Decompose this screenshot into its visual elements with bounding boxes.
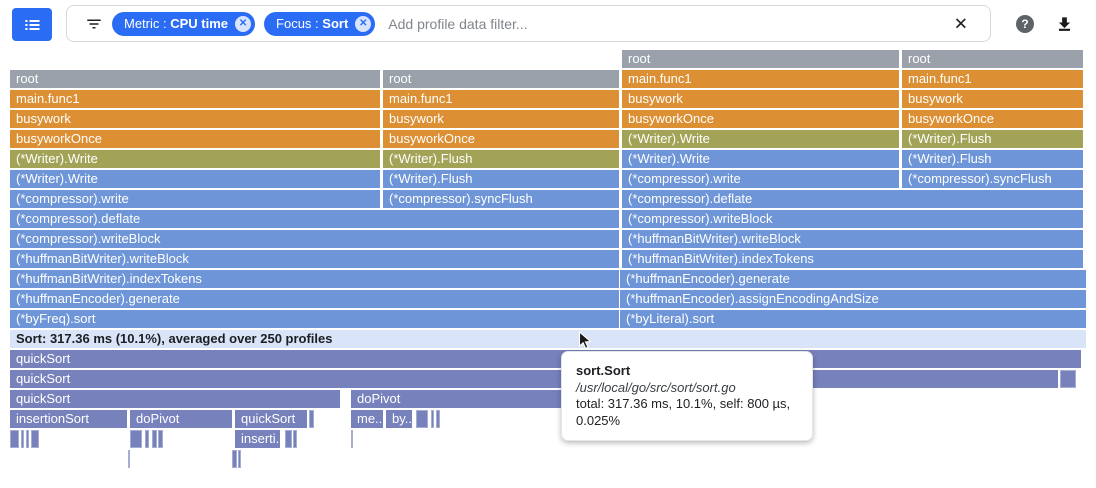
toolbar: Metric : CPU time ✕ Focus : Sort ✕ ✕ ? [0,0,1096,48]
tooltip-source-path: /usr/local/go/src/sort/sort.go [576,379,736,395]
flame-frame[interactable]: (*Writer).Flush [383,170,619,188]
flame-frame-fragment[interactable] [416,410,428,428]
flame-frame[interactable]: (*huffmanEncoder).generate [10,290,619,308]
flame-frame[interactable]: main.func1 [383,90,619,108]
tooltip-stats: total: 317.36 ms, 10.1%, self: 800 µs, 0… [576,396,791,428]
flame-frame[interactable]: (*huffmanEncoder).generate [620,270,1086,288]
flame-frame[interactable]: quickSort [10,370,1058,388]
clear-filter-icon[interactable]: ✕ [953,14,968,33]
flame-frame-fragment[interactable] [130,430,142,448]
flame-frame[interactable]: busywork [383,110,619,128]
filter-box[interactable]: Metric : CPU time ✕ Focus : Sort ✕ ✕ [66,5,991,42]
flame-frame-fragment[interactable] [232,450,237,468]
flame-frame-fragment[interactable] [10,430,19,448]
flame-frame-fragment[interactable] [293,430,297,448]
flame-frame[interactable]: busyworkOnce [902,110,1083,128]
sort-summary-row[interactable]: Sort: 317.36 ms (10.1%), averaged over 2… [10,330,1086,348]
flame-frame-fragment[interactable] [431,410,434,428]
flame-frame[interactable]: (*Writer).Flush [902,150,1083,168]
filter-chip-focus[interactable]: Focus : Sort ✕ [264,11,376,36]
chip-prefix: Focus : [276,16,323,31]
flame-frame[interactable]: (*Writer).Flush [383,150,619,168]
chip-close-icon[interactable]: ✕ [355,15,372,32]
filter-list-icon [87,19,101,28]
flame-frame[interactable]: root [383,70,619,88]
flame-frame-fragment[interactable] [145,430,149,448]
flame-frame[interactable]: busywork [902,90,1083,108]
filter-input[interactable] [386,14,990,33]
flame-frame[interactable]: busyworkOnce [383,130,619,148]
chip-close-icon[interactable]: ✕ [235,15,252,32]
flame-frame-fragment[interactable] [351,430,353,448]
download-icon [1058,16,1070,31]
flame-frame-fragment[interactable] [1060,370,1076,388]
flame-frame[interactable]: busyworkOnce [622,110,899,128]
flame-frame[interactable]: (*compressor).deflate [10,210,619,228]
flame-frame-fragment[interactable] [128,450,130,468]
flame-frame[interactable]: by... [386,410,412,428]
flame-frame-fragment[interactable] [152,430,157,448]
flame-frame[interactable]: (*compressor).deflate [622,190,1083,208]
download-button[interactable] [1052,12,1076,36]
flame-frame[interactable]: (*huffmanBitWriter).indexTokens [622,250,1083,268]
filter-chip-metric[interactable]: Metric : CPU time ✕ [112,11,256,36]
flame-frame[interactable]: root [622,50,899,68]
flame-frame-fragment[interactable] [238,450,241,468]
flame-frame[interactable]: (*huffmanEncoder).assignEncodingAndSize [620,290,1086,308]
flame-frame-fragment[interactable] [436,410,440,428]
flame-frame-fragment[interactable] [31,430,39,448]
flame-frame[interactable]: (*huffmanBitWriter).writeBlock [622,230,1083,248]
flame-frame[interactable]: (*byLiteral).sort [620,310,1086,328]
flame-frame[interactable]: (*Writer).Write [622,130,899,148]
flame-frame[interactable]: (*compressor).syncFlush [902,170,1083,188]
flame-frame[interactable]: me... [351,410,383,428]
help-button[interactable]: ? [1016,15,1034,33]
flame-frame[interactable]: (*huffmanBitWriter).indexTokens [10,270,619,288]
chip-prefix: Metric : [124,16,171,31]
flame-frame-fragment[interactable] [285,430,292,448]
flame-frame[interactable]: (*Writer).Write [622,150,899,168]
flame-frame[interactable]: (*byFreq).sort [10,310,619,328]
flame-frame[interactable]: insertionSort [10,410,127,428]
frame-tooltip: sort.Sort /usr/local/go/src/sort/sort.go… [561,351,813,441]
flame-frame[interactable]: (*Writer).Write [10,150,380,168]
flame-frame[interactable]: root [10,70,380,88]
chip-value: CPU time [170,16,229,31]
menu-button[interactable] [12,8,52,41]
flame-frame[interactable]: main.func1 [622,70,899,88]
flame-frame[interactable]: (*compressor).syncFlush [383,190,619,208]
flame-frame[interactable]: busyworkOnce [10,130,380,148]
flame-frame[interactable]: quickSort [10,390,340,408]
tooltip-function-name: sort.Sort [576,363,631,378]
flame-frame[interactable]: main.func1 [902,70,1083,88]
flame-frame-fragment[interactable] [21,430,24,448]
flame-frame[interactable]: (*huffmanBitWriter).writeBlock [10,250,619,268]
list-icon [25,19,40,30]
flame-frame[interactable]: (*compressor).writeBlock [10,230,619,248]
flame-frame[interactable]: main.func1 [10,90,380,108]
flame-frame[interactable]: root [902,50,1083,68]
flame-frame[interactable]: (*Writer).Flush [902,130,1083,148]
flame-frame-fragment[interactable] [26,430,29,448]
flame-frame-fragment[interactable] [309,410,314,428]
flame-frame[interactable]: (*Writer).Write [10,170,380,188]
flame-frame-fragment[interactable] [158,430,163,448]
help-icon: ? [1021,17,1029,31]
flame-frame[interactable]: quickSort [10,350,1081,368]
flame-frame[interactable]: busywork [10,110,380,128]
flame-frame[interactable]: busywork [622,90,899,108]
flame-frame[interactable]: (*compressor).write [10,190,380,208]
chip-value: Sort [322,16,349,31]
flame-frame[interactable]: (*compressor).writeBlock [622,210,1083,228]
flame-frame[interactable]: (*compressor).write [622,170,899,188]
flame-frame[interactable]: doPivot [130,410,232,428]
flame-frame[interactable]: inserti... [235,430,280,448]
flame-frame[interactable]: quickSort [235,410,307,428]
